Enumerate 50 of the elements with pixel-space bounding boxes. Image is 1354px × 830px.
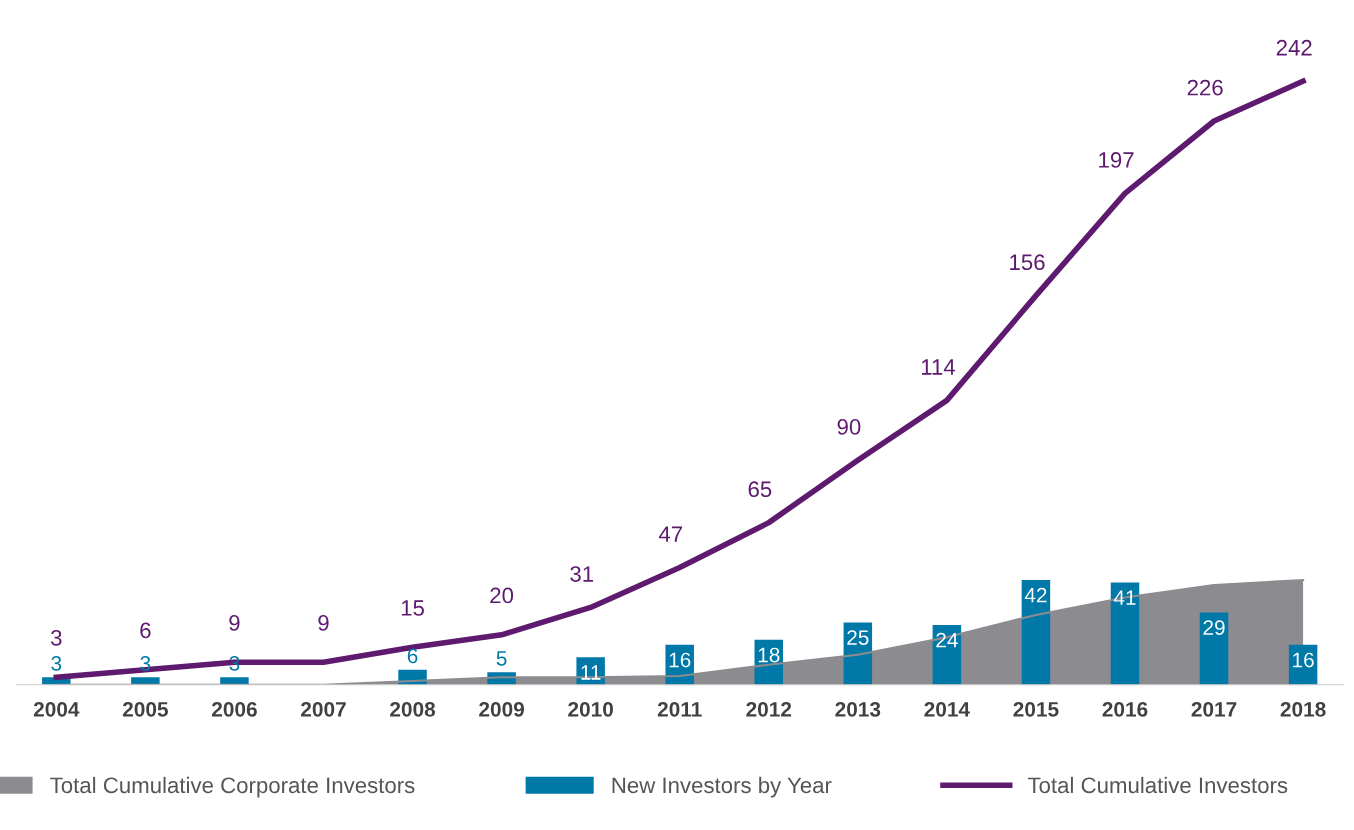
bar [220,677,249,685]
data-label: 31 [570,566,594,582]
data-label: 18 [758,647,780,663]
data-label: 6 [140,622,151,639]
x-tick-label: 2006 [211,701,257,717]
data-label: 6 [407,648,418,664]
data-label: 25 [847,630,869,645]
data-label: 5 [496,651,507,666]
x-tick-label: 2012 [746,701,792,717]
data-label: 114 [921,359,956,375]
data-label: 16 [1293,652,1314,668]
legend-label: New Investors by Year [612,776,832,798]
x-tick-label: 2005 [122,701,168,717]
data-label: 242 [1276,39,1312,56]
x-tick-label: 2013 [835,701,881,717]
bar [1021,579,1051,685]
data-label: 197 [1099,152,1134,168]
x-tick-label: 2016 [1102,701,1148,717]
x-tick-label: 2017 [1191,701,1237,717]
x-tick-label: 2004 [33,701,80,717]
data-label: 15 [401,600,424,616]
data-label: 29 [1203,620,1225,635]
x-tick-label: 2011 [657,701,702,717]
data-label: 65 [748,481,772,498]
data-label: 9 [229,615,240,631]
legend-label: Total Cumulative Investors [1027,776,1288,794]
data-label: 24 [936,632,958,648]
x-tick-label: 2014 [924,701,970,717]
legend-label: Total Cumulative Corporate Investors [50,776,415,798]
data-label: 47 [658,526,683,542]
x-tick-label: 2015 [1013,701,1059,717]
data-label: 9 [318,615,329,631]
bar [1199,612,1229,685]
data-label: 41 [1113,590,1136,605]
data-label: 42 [1024,587,1047,603]
data-label: 226 [1187,79,1223,96]
x-tick-label: 2010 [568,701,613,717]
x-tick-label: 2009 [479,701,524,717]
data-label: 156 [1010,254,1045,271]
data-label: 90 [837,419,861,435]
data-label: 3 [51,655,62,671]
bar [131,677,160,685]
data-label: 20 [490,587,514,604]
x-tick-label: 2018 [1280,701,1326,717]
bar [1110,582,1140,685]
x-tick-label: 2008 [390,701,436,717]
data-label: 16 [669,652,691,668]
data-label: 3 [50,629,62,646]
data-label: 11 [581,665,601,680]
x-tick-label: 2007 [301,701,346,717]
